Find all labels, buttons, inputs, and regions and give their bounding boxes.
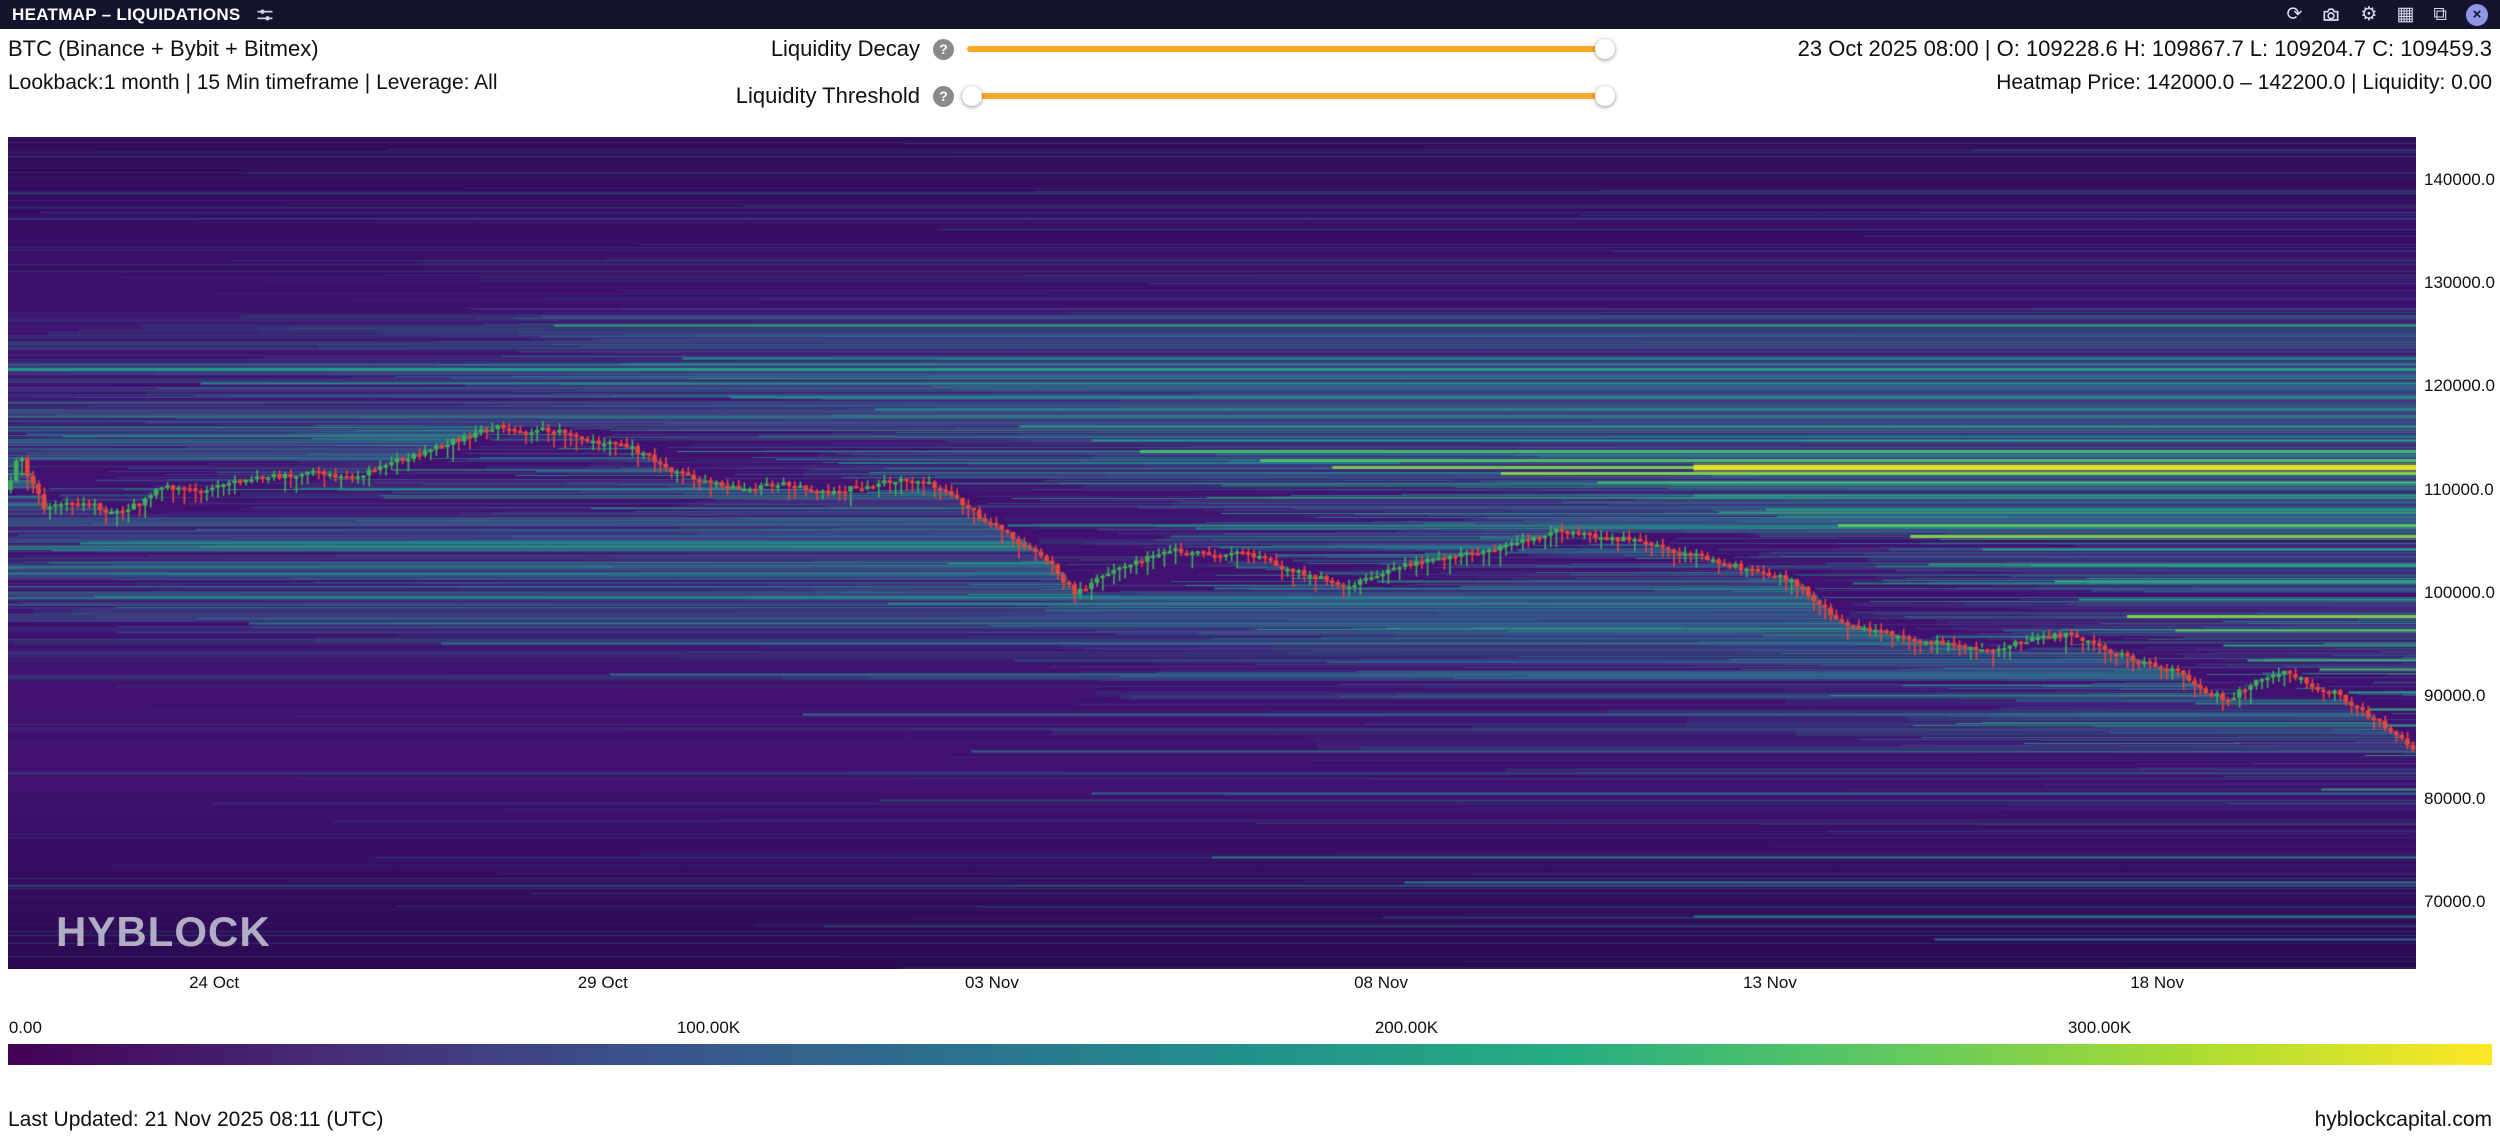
colorbar-scale-label: 100.00K xyxy=(677,1018,740,1038)
hyblock-watermark: HYBLOCK xyxy=(56,908,271,956)
hyblock-heatmap-page: HEATMAP – LIQUIDATIONS ⟳ ⚙ ▦ ⧉ × BTC (Bi… xyxy=(0,0,2500,1138)
liquidity-threshold-label: Liquidity Threshold xyxy=(690,83,920,109)
readout-block: 23 Oct 2025 08:00 | O: 109228.6 H: 10986… xyxy=(1798,36,2492,95)
lookback-settings: Lookback:1 month | 15 Min timeframe | Le… xyxy=(8,71,498,95)
y-axis-label: 100000.0 xyxy=(2424,583,2495,603)
colorbar-labels: 0.00 100.00K 200.00K 300.00K xyxy=(8,1018,2492,1038)
colorbar-scale-label: 0.00 xyxy=(9,1018,42,1038)
close-icon[interactable]: × xyxy=(2466,4,2488,26)
ohlc-readout: 23 Oct 2025 08:00 | O: 109228.6 H: 10986… xyxy=(1798,36,2492,62)
copy-icon[interactable]: ⧉ xyxy=(2433,5,2447,24)
x-axis-label: 13 Nov xyxy=(1743,973,1797,993)
liquidity-threshold-handle-max[interactable] xyxy=(1595,86,1615,106)
x-axis-label: 24 Oct xyxy=(189,973,239,993)
chart-header: BTC (Binance + Bybit + Bitmex) Lookback:… xyxy=(0,29,2500,137)
heatmap-hover-readout: Heatmap Price: 142000.0 – 142200.0 | Liq… xyxy=(1798,71,2492,95)
instrument-block: BTC (Binance + Bybit + Bitmex) Lookback:… xyxy=(8,36,498,95)
refresh-icon[interactable]: ⟳ xyxy=(2287,5,2303,24)
colorbar-scale-label: 300.00K xyxy=(2068,1018,2131,1038)
liquidity-decay-row: Liquidity Decay ? xyxy=(690,32,1612,66)
y-axis-label: 80000.0 xyxy=(2424,789,2485,809)
y-axis-label: 130000.0 xyxy=(2424,273,2495,293)
window-title: HEATMAP – LIQUIDATIONS xyxy=(12,5,241,25)
liquidity-threshold-row: Liquidity Threshold ? xyxy=(690,79,1612,113)
website-text: hyblockcapital.com xyxy=(2315,1108,2492,1132)
liquidity-decay-label: Liquidity Decay xyxy=(690,36,920,62)
colorbar-scale-label: 200.00K xyxy=(1375,1018,1438,1038)
y-axis-label: 70000.0 xyxy=(2424,892,2485,912)
x-axis-label: 08 Nov xyxy=(1354,973,1408,993)
liquidity-decay-slider[interactable] xyxy=(967,46,1612,52)
x-axis: 24 Oct 29 Oct 03 Nov 08 Nov 13 Nov 18 Nov xyxy=(8,973,2416,993)
gear-icon[interactable]: ⚙ xyxy=(2360,5,2377,24)
titlebar: HEATMAP – LIQUIDATIONS ⟳ ⚙ ▦ ⧉ × xyxy=(0,0,2500,29)
x-axis-label: 03 Nov xyxy=(965,973,1019,993)
tune-icon[interactable] xyxy=(255,5,275,25)
last-updated-text: Last Updated: 21 Nov 2025 08:11 (UTC) xyxy=(8,1108,384,1132)
y-axis: 140000.0 130000.0 120000.0 110000.0 100000.0… xyxy=(2422,137,2498,969)
liquidity-threshold-handle-min[interactable] xyxy=(962,86,982,106)
liquidity-decay-handle[interactable] xyxy=(1595,39,1615,59)
titlebar-actions: ⟳ ⚙ ▦ ⧉ × xyxy=(2287,4,2489,26)
y-axis-label: 90000.0 xyxy=(2424,686,2485,706)
liquidity-threshold-slider[interactable] xyxy=(967,93,1612,99)
colorbar-gradient xyxy=(8,1044,2492,1065)
y-axis-label: 110000.0 xyxy=(2424,480,2494,500)
help-icon[interactable]: ? xyxy=(933,86,954,107)
instrument-title: BTC (Binance + Bybit + Bitmex) xyxy=(8,36,498,62)
y-axis-label: 120000.0 xyxy=(2424,376,2495,396)
help-icon[interactable]: ? xyxy=(933,39,954,60)
liquidation-heatmap-canvas[interactable] xyxy=(8,137,2416,969)
calendar-icon[interactable]: ▦ xyxy=(2396,5,2414,24)
x-axis-label: 29 Oct xyxy=(578,973,628,993)
slider-controls: Liquidity Decay ? Liquidity Threshold ? xyxy=(690,32,1612,126)
y-axis-label: 140000.0 xyxy=(2424,170,2495,190)
camera-icon[interactable] xyxy=(2321,5,2341,25)
x-axis-label: 18 Nov xyxy=(2130,973,2184,993)
